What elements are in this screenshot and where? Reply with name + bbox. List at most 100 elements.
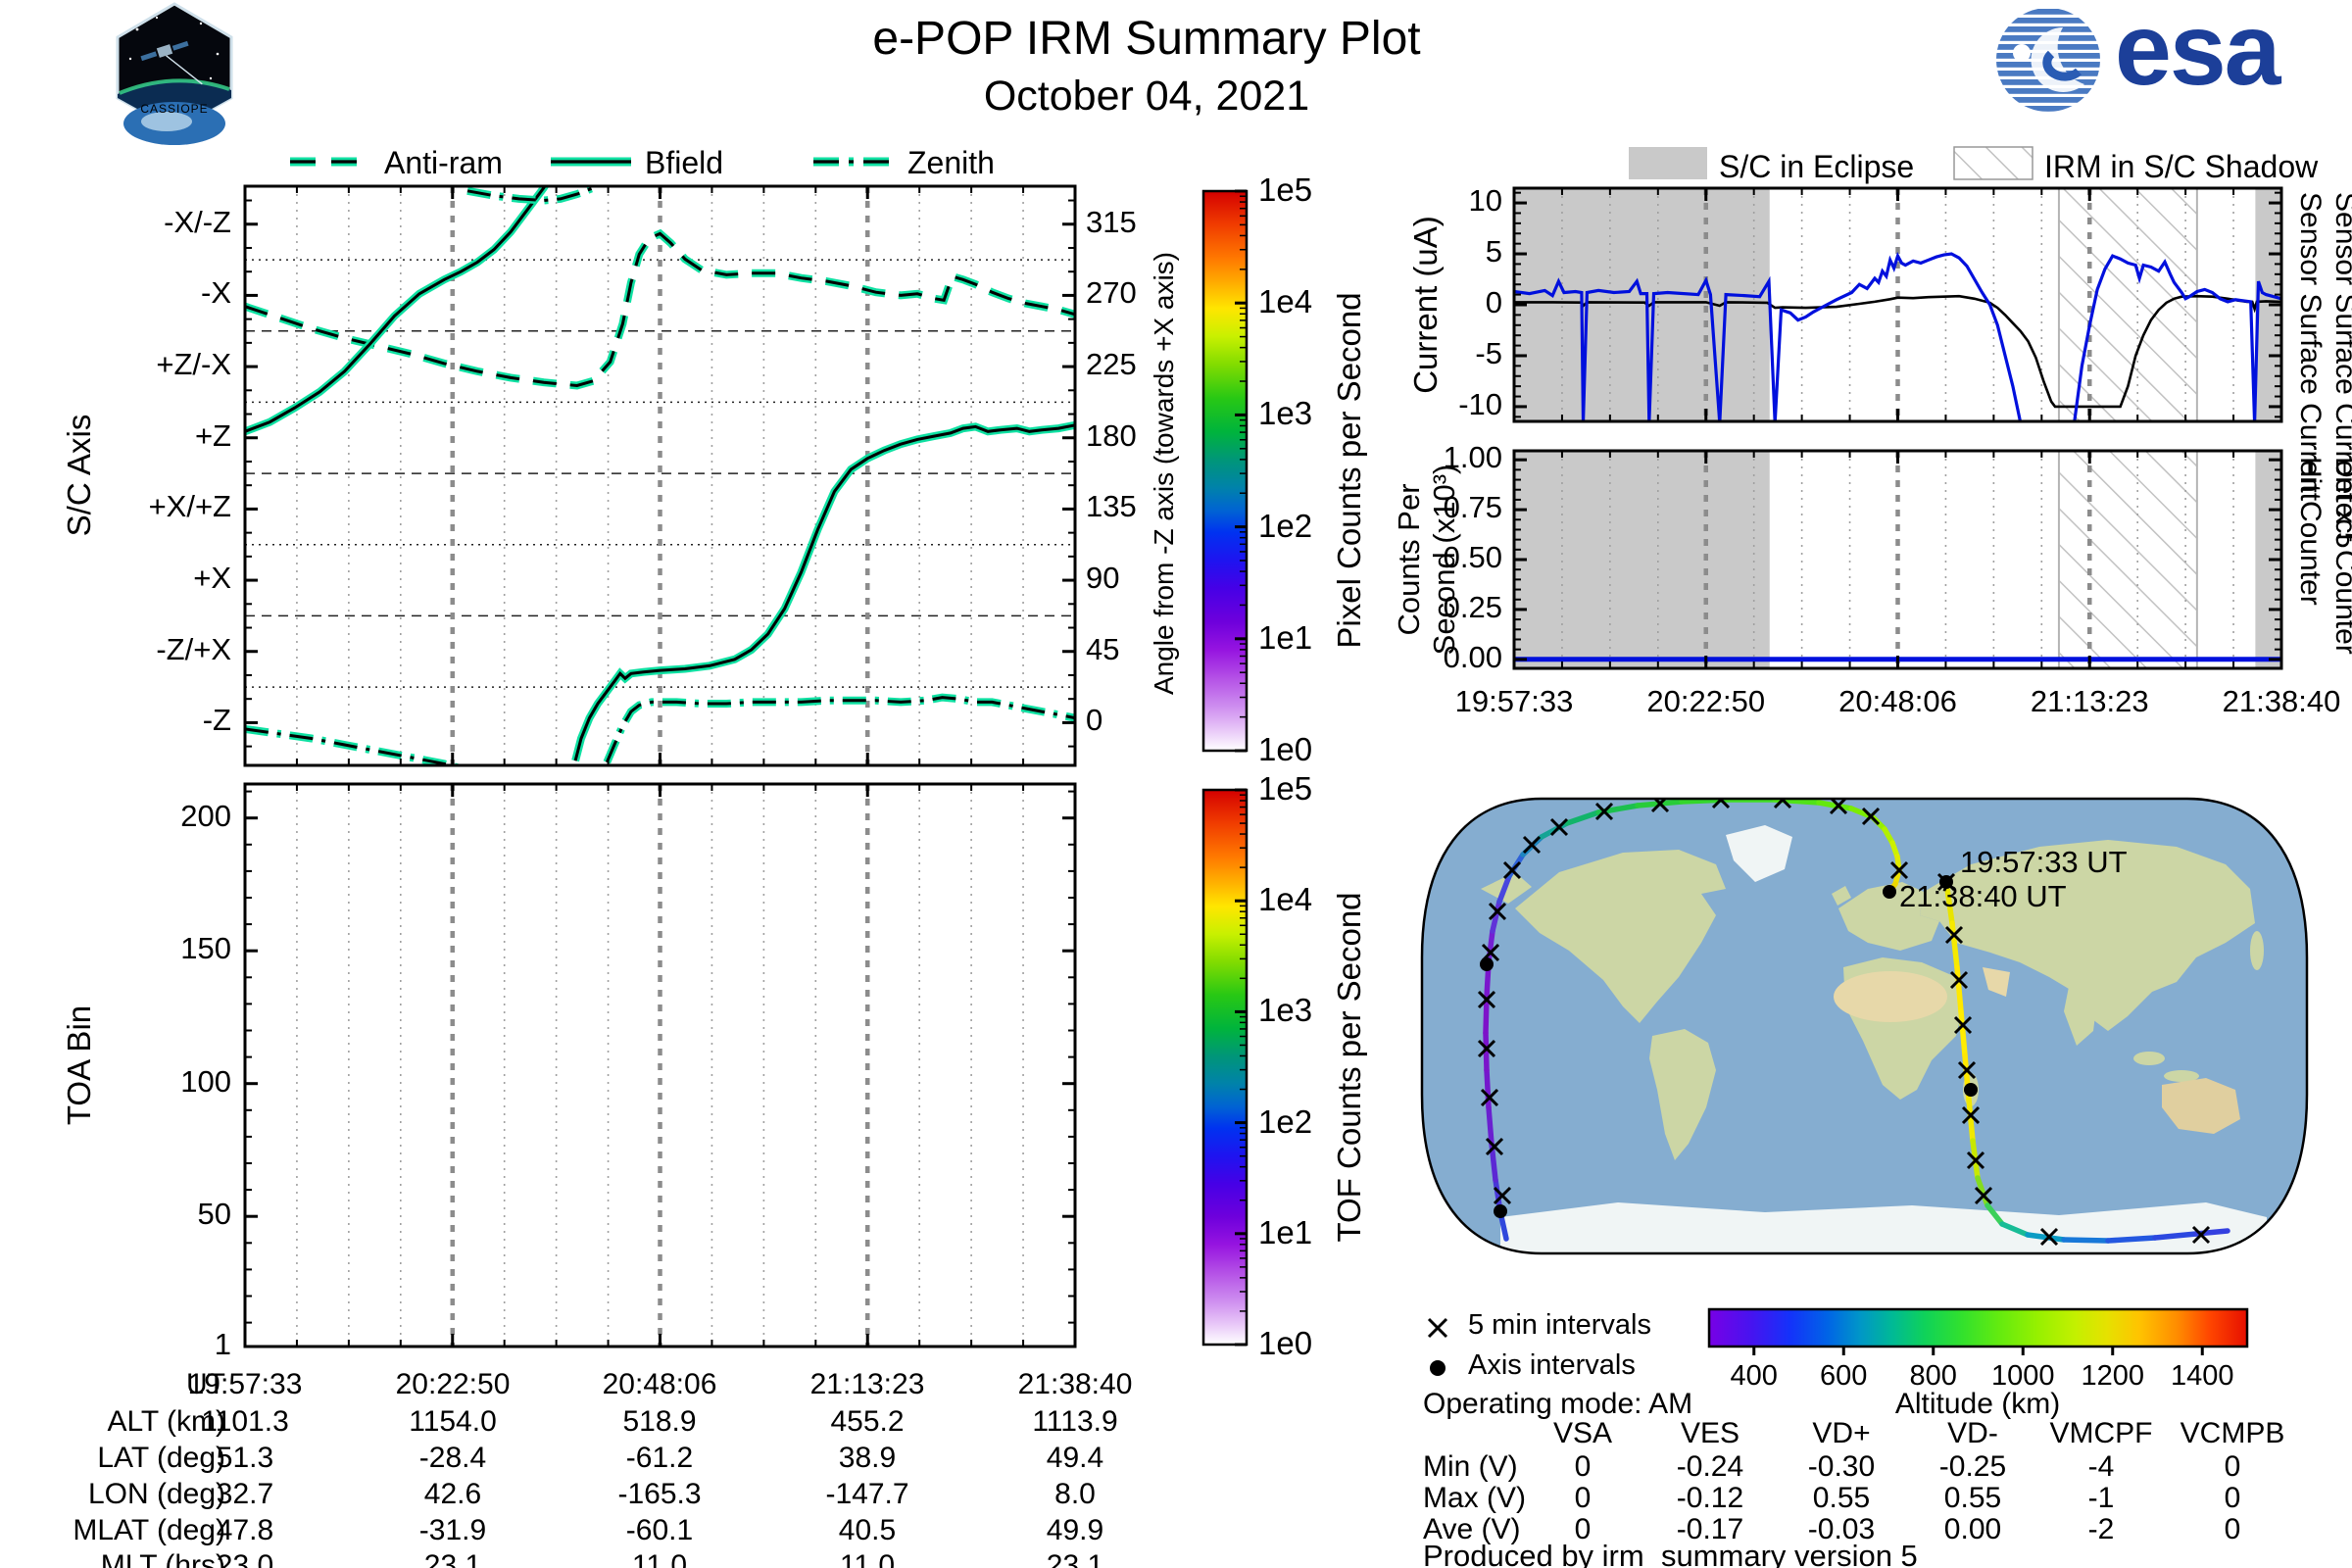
left-table-cell: 47.8 xyxy=(216,1514,274,1546)
counts-ytick-label: 0.00 xyxy=(1443,639,1502,674)
left-table-cell: 49.9 xyxy=(1046,1514,1104,1546)
ylabel-sc-axis: S/C Axis xyxy=(61,415,97,537)
right-table-col-header: VD- xyxy=(1947,1417,1998,1449)
left-table-cell: 51.3 xyxy=(216,1442,274,1474)
left-table-cell: 20:22:50 xyxy=(395,1368,511,1400)
pixel-cb-tick: 1e4 xyxy=(1258,283,1313,320)
counts-ytick-label: 0.25 xyxy=(1443,589,1502,624)
left-table-cell: -28.4 xyxy=(418,1442,487,1474)
right-table-cell: -0.24 xyxy=(1676,1450,1744,1483)
left-table-row-label: ALT (km) xyxy=(107,1405,225,1438)
left-table-cell: 23.1 xyxy=(423,1549,482,1568)
sc-axis-ytick-label: +Z/-X xyxy=(156,347,231,382)
sc-axis-ytick-label: -X xyxy=(201,275,231,311)
left-table-row-label: MLAT (deg) xyxy=(73,1514,225,1546)
tof-cb-tick: 1e4 xyxy=(1258,881,1313,918)
right-xtick-label: 19:57:33 xyxy=(1454,684,1574,718)
ylabel-current: Current (uA) xyxy=(1407,216,1444,394)
right-table-row-label: Ave (V) xyxy=(1423,1513,1521,1545)
sc-axis-ytick-label: +Z xyxy=(194,417,231,453)
left-table-cell: 1113.9 xyxy=(1032,1405,1118,1438)
right-table-col-header: VD+ xyxy=(1812,1417,1871,1449)
right-xtick-label: 20:22:50 xyxy=(1646,684,1766,718)
map-legend-axis-label: Axis intervals xyxy=(1468,1349,1636,1381)
alt-cb-tick: 1000 xyxy=(1990,1360,2055,1392)
left-table-cell: 38.9 xyxy=(838,1442,897,1474)
toa-ytick-label: 1 xyxy=(214,1327,231,1361)
legend-shadow-label: IRM in S/C Shadow xyxy=(2044,149,2319,184)
right-table-cell: 0 xyxy=(1574,1482,1592,1514)
right-table-cell: 0.00 xyxy=(1943,1513,2002,1545)
toa-ytick-label: 100 xyxy=(180,1063,231,1099)
tof-cb-tick: 1e1 xyxy=(1258,1213,1313,1250)
tof-cb-tick: 1e0 xyxy=(1258,1325,1313,1361)
right-table-col-header: VES xyxy=(1680,1417,1740,1449)
right-table-cell: -4 xyxy=(2087,1450,2115,1483)
legend-bfield-label: Bfield xyxy=(645,145,724,180)
counts-plot xyxy=(1512,449,2283,670)
current-plot xyxy=(1512,186,2283,423)
tof-cb-tick: 1e3 xyxy=(1258,992,1313,1029)
right-xtick-label: 20:48:06 xyxy=(1838,684,1957,718)
sc-axis-ytick-label: -Z xyxy=(202,703,231,738)
toa-bin-plot xyxy=(243,782,1077,1348)
footer-produced-by: Produced by irm_summary version 5 xyxy=(1423,1539,1918,1568)
pixel-cb-tick: 1e0 xyxy=(1258,731,1313,767)
counts-ytick-label: 0.75 xyxy=(1443,490,1502,525)
orbit-map xyxy=(1420,797,2309,1376)
left-table-cell: -165.3 xyxy=(617,1478,702,1510)
right-table-cell: -0.03 xyxy=(1807,1513,1876,1545)
pixel-cb-tick: 1e3 xyxy=(1258,395,1313,432)
ylabel-toa-bin: TOA Bin xyxy=(61,1005,97,1125)
right-label-detect-counter: Detect Counter xyxy=(2329,457,2352,655)
pixel-cb-tick: 1e1 xyxy=(1258,618,1313,656)
right-table-col-header: VMCPF xyxy=(2049,1417,2153,1449)
colorbar-pixel-label: Pixel Counts per Second xyxy=(1331,292,1367,648)
left-table-cell: 518.9 xyxy=(622,1405,697,1438)
legend-zenith-label: Zenith xyxy=(907,145,995,180)
operating-mode-label: Operating mode: AM xyxy=(1423,1388,1693,1420)
cassiope-patch: CASSIOPE xyxy=(116,2,233,145)
pixel-cb-tick: 1e5 xyxy=(1258,172,1313,208)
left-table-cell: 1154.0 xyxy=(409,1405,497,1438)
right-label-sensor-current-x5: Sensor Surface Current x 5 xyxy=(2329,192,2352,549)
right-label-hit-counter: Hit Counter xyxy=(2294,457,2327,606)
left-table-cell: -147.7 xyxy=(825,1478,909,1510)
right-label-sensor-current: Sensor Surface Current xyxy=(2294,192,2327,502)
left-table-cell: 21:38:40 xyxy=(1017,1368,1133,1400)
sc-axis-ytick-label: -Z/+X xyxy=(156,631,231,666)
current-ytick-label: 10 xyxy=(1468,183,1502,219)
colorbars xyxy=(1201,189,2249,1355)
left-table-cell: 11.0 xyxy=(839,1549,896,1568)
left-table-row-label: MLT (hrs) xyxy=(100,1549,225,1568)
page-date: October 04, 2021 xyxy=(983,73,1310,120)
left-table-cell: 23.1 xyxy=(1046,1549,1104,1568)
left-table-cell: -31.9 xyxy=(418,1514,487,1546)
ylabel-counts-line1: Counts Per xyxy=(1392,483,1426,635)
angle-ytick-0: 0 xyxy=(1086,703,1103,738)
left-table-cell: 8.0 xyxy=(1054,1478,1096,1510)
right-table-cell: -0.17 xyxy=(1676,1513,1744,1545)
ylabel-counts-line2: Second (x10³) xyxy=(1427,465,1461,656)
toa-ytick-label: 150 xyxy=(180,931,231,966)
esa-logo-icon xyxy=(1996,8,2100,112)
sc-axis-ytick-label: +X/+Z xyxy=(148,489,231,524)
left-table-cell: 21:13:23 xyxy=(809,1368,925,1400)
left-table-row-label: LAT (deg) xyxy=(97,1442,225,1474)
toa-ytick-label: 50 xyxy=(197,1197,231,1232)
map-start-time-label: 19:57:33 UT xyxy=(1960,845,2128,879)
page-title: e-POP IRM Summary Plot xyxy=(872,13,1421,65)
right-table-col-header: VSA xyxy=(1552,1417,1613,1449)
right-table-cell: 0 xyxy=(2224,1513,2241,1545)
angle-ytick-270: 270 xyxy=(1086,275,1137,311)
right-xtick-label: 21:13:23 xyxy=(2030,684,2149,718)
left-table-cell: 40.5 xyxy=(838,1514,897,1546)
legend-antiram-label: Anti-ram xyxy=(384,145,503,180)
map-end-time-label: 21:38:40 UT xyxy=(1899,879,2067,913)
right-table-cell: 0 xyxy=(1574,1450,1592,1483)
alt-cb-tick: 1400 xyxy=(2170,1360,2234,1392)
right-table-cell: -1 xyxy=(2087,1482,2115,1514)
angle-ytick-225: 225 xyxy=(1086,347,1137,382)
left-table-cell: 23.0 xyxy=(216,1549,274,1568)
right-table-cell: 0 xyxy=(2224,1450,2241,1483)
